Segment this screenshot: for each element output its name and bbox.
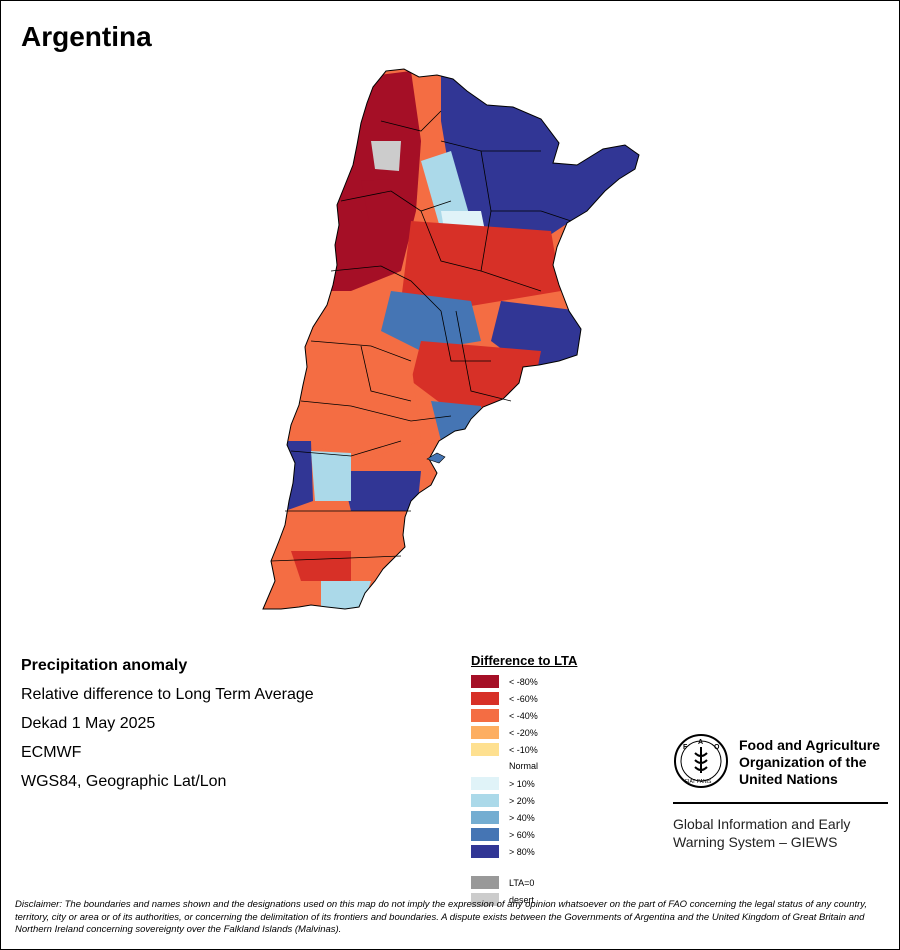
fao-logo-icon: F A O FIAT PANIS <box>674 734 728 788</box>
wet-legend-item: > 60% <box>471 826 651 843</box>
legend-swatch <box>471 828 499 841</box>
country-outline <box>262 68 640 610</box>
legend-normal-label: Normal <box>509 761 539 771</box>
map-info: Precipitation anomaly Relative differenc… <box>21 657 314 802</box>
svg-text:F: F <box>683 744 688 751</box>
dry-legend-item: < -20% <box>471 724 651 741</box>
info-line-projection: WGS84, Geographic Lat/Lon <box>21 773 227 790</box>
legend-swatch <box>471 811 499 824</box>
wet-legend-item: > 10% <box>471 775 651 792</box>
region-very-wet-northeast <box>441 71 639 241</box>
region-dry-west <box>301 361 421 461</box>
legend-wet-classes: > 10% > 20% > 40% > 60% > 80% <box>471 775 651 860</box>
fao-name-line-1: Food and Agriculture <box>739 737 881 753</box>
fao-divider <box>673 802 888 804</box>
legend-label: > 20% <box>509 795 535 806</box>
giews-name: Global Information and Early Warning Sys… <box>673 815 850 851</box>
svg-text:A: A <box>698 739 703 746</box>
svg-text:FIAT PANIS: FIAT PANIS <box>685 779 712 785</box>
legend-label: < -80% <box>509 676 538 687</box>
legend-label: < -60% <box>509 693 538 704</box>
region-desert <box>371 141 401 171</box>
legend-dry-classes: < -80% < -60% < -40% < -20% < -10% <box>471 673 651 758</box>
legend-swatch <box>471 845 499 858</box>
legend-swatch <box>471 777 499 790</box>
svg-text:O: O <box>714 744 720 751</box>
fao-name-line-2: Organization of the <box>739 754 867 770</box>
disclaimer: Disclaimer: The boundaries and names sho… <box>15 899 867 935</box>
region-wet-tierra <box>321 581 371 609</box>
region-wet-central <box>381 291 481 351</box>
giews-line-1: Global Information and Early <box>673 816 851 832</box>
legend-swatch <box>471 876 499 889</box>
dry-legend-item: < -10% <box>471 741 651 758</box>
wet-legend-item: > 20% <box>471 792 651 809</box>
info-line-period: Dekad 1 May 2025 <box>21 715 156 732</box>
region-extreme-dry <box>361 179 391 221</box>
legend-label: < -10% <box>509 744 538 755</box>
precipitation-anomaly-map <box>241 61 661 621</box>
dry-legend-item: < -80% <box>471 673 651 690</box>
legend-label: LTA=0 <box>509 877 535 888</box>
legend-extra-classes: LTA=0 desert <box>471 874 651 908</box>
legend-label: > 10% <box>509 778 535 789</box>
legend-label: > 80% <box>509 846 535 857</box>
region-wet-patagonia <box>341 471 421 511</box>
legend-label: > 40% <box>509 812 535 823</box>
extra-legend-item: LTA=0 <box>471 874 651 891</box>
info-line-measure: Relative difference to Long Term Average <box>21 686 314 703</box>
peninsula-valdes <box>426 452 446 464</box>
fao-name-line-3: United Nations <box>739 771 838 787</box>
legend-swatch <box>471 675 499 688</box>
legend-swatch <box>471 692 499 705</box>
legend-swatch <box>471 726 499 739</box>
legend-swatch <box>471 743 499 756</box>
region-dry-central-north <box>401 221 561 311</box>
legend-label: desert <box>509 894 535 905</box>
dry-legend-item: < -40% <box>471 707 651 724</box>
info-heading: Precipitation anomaly <box>21 657 188 674</box>
legend-label: < -40% <box>509 710 538 721</box>
extra-legend-item: desert <box>471 891 651 908</box>
info-line-source: ECMWF <box>21 744 82 761</box>
legend-swatch <box>471 893 499 906</box>
fao-name: Food and Agriculture Organization of the… <box>739 737 880 788</box>
dry-legend-item: < -60% <box>471 690 651 707</box>
region-very-dry-south <box>291 551 351 581</box>
legend-label: > 60% <box>509 829 535 840</box>
map-title: Argentina <box>21 21 152 52</box>
legend-swatch <box>471 709 499 722</box>
legend: Difference to LTA < -80% < -60% < -40% < -2… <box>471 653 651 908</box>
legend-swatch <box>471 794 499 807</box>
province-boundaries <box>270 110 572 562</box>
giews-line-2: Warning System – GIEWS <box>673 834 838 850</box>
wet-legend-item: > 80% <box>471 843 651 860</box>
map-svg <box>262 68 640 610</box>
region-slightly-wet-patagonia <box>311 451 351 501</box>
legend-title: Difference to LTA <box>471 653 578 668</box>
legend-label: < -20% <box>509 727 538 738</box>
wet-legend-item: > 40% <box>471 809 651 826</box>
